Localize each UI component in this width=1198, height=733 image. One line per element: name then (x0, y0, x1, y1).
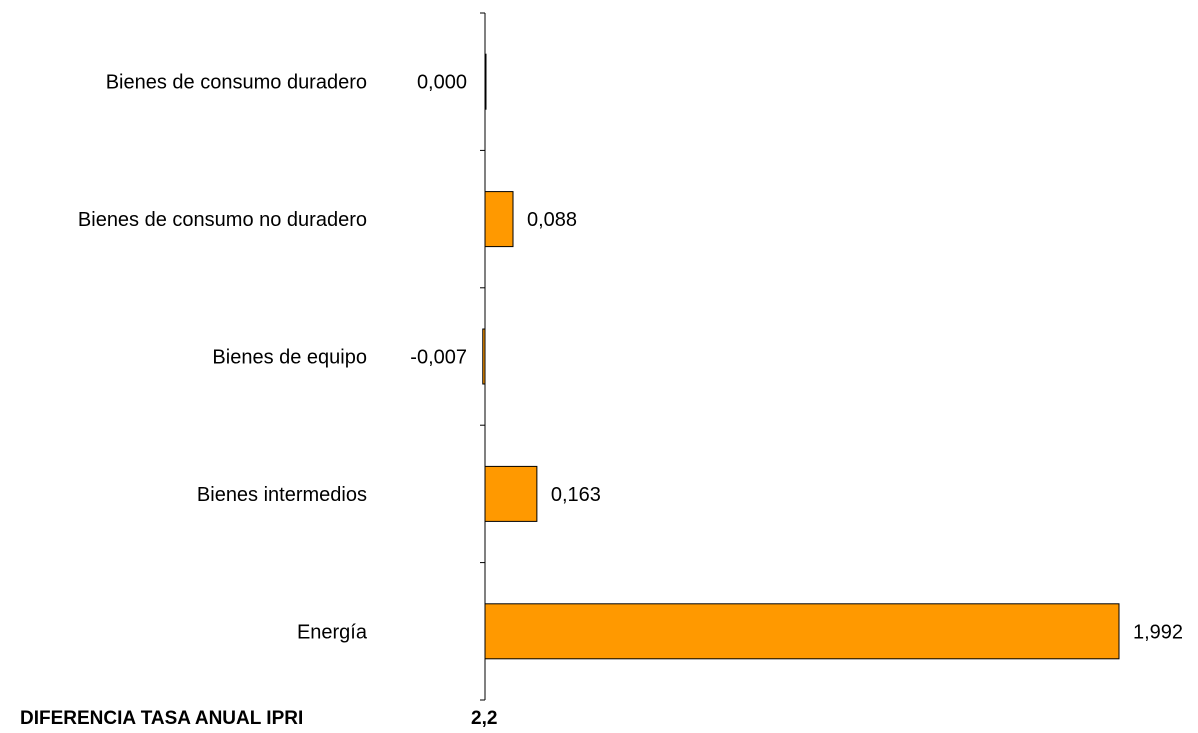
value-label-bienes-de-consumo-duradero: 0,000 (417, 72, 467, 94)
bar-bienes-de-consumo-no-duradero (484, 191, 514, 248)
category-label-bienes-intermedios: Bienes intermedios (197, 484, 367, 506)
category-label-bienes-de-equipo: Bienes de equipo (212, 347, 367, 369)
category-label-energia: Energía (297, 621, 368, 643)
bar-bienes-de-consumo-duradero (484, 53, 487, 110)
footer-label: DIFERENCIA TASA ANUAL IPRI (20, 708, 304, 729)
value-label-bienes-de-equipo: -0,007 (410, 347, 467, 369)
value-label-bienes-intermedios: 0,163 (551, 484, 601, 506)
value-label-bienes-de-consumo-no-duradero: 0,088 (527, 209, 577, 231)
category-label-bienes-de-consumo-no-duradero: Bienes de consumo no duradero (78, 209, 367, 231)
bar-bienes-de-equipo (482, 328, 486, 385)
value-label-energia: 1,992 (1133, 621, 1183, 643)
labels: Bienes de consumo duradero 0,000 Bienes de… (78, 72, 1183, 644)
bar-bienes-intermedios (484, 465, 538, 522)
footer-value: 2,2 (471, 708, 498, 729)
bar-energia (484, 603, 1120, 660)
bars (482, 53, 1120, 660)
category-label-bienes-de-consumo-duradero: Bienes de consumo duradero (106, 72, 367, 94)
